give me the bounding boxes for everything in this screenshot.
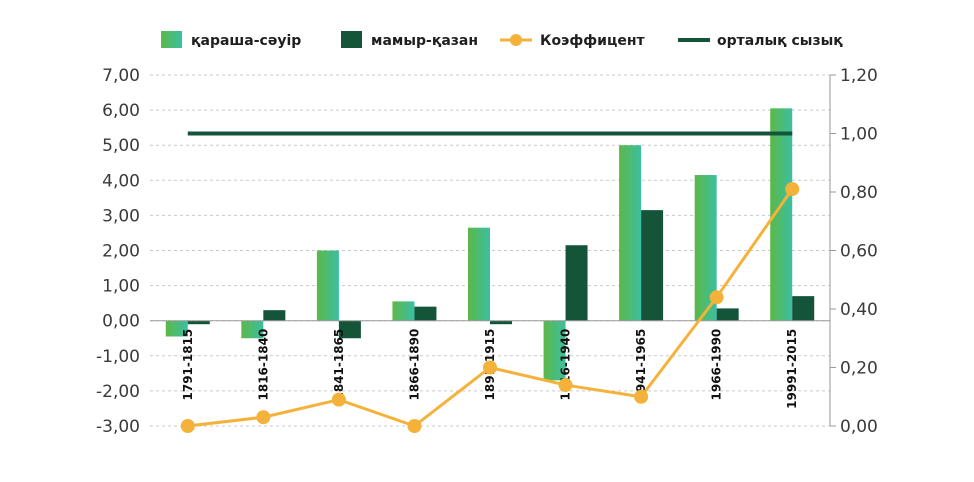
category-label: 1791-1815 [181,329,195,401]
plot-area: 1,20 1,00 0,80 0,60 0,40 0,20 0,00 7,00 6,00 5,00… [96,66,878,437]
left-axis-tick-label: 6,00 [102,101,140,121]
marker-series-3 [331,392,346,407]
legend-item-series-2: мамыр-қазан [341,31,478,49]
marker-series-3 [180,419,195,433]
legend-item-series-1: қараша-сәуір [161,31,301,49]
bar-series-1 [468,227,490,321]
right-axis-tick-label: 0,80 [840,183,878,203]
bar-series-2 [490,320,512,325]
left-axis-tick-label: -2,00 [96,382,140,402]
bar-series-1 [694,175,717,321]
marker-series-3 [407,419,422,433]
bar-series-2 [338,320,361,339]
bar-series-2 [792,296,815,321]
right-axis-tick-label: 1,00 [840,125,878,145]
left-axis-tick-label: 4,00 [102,171,140,191]
left-axis-tick-label: -3,00 [96,417,140,437]
legend-swatch-series-1 [161,31,182,48]
category-label: 1941-1965 [634,329,648,401]
bar-series-2 [414,306,437,321]
right-axis-tick-label: 0,60 [840,242,878,262]
marker-series-3 [709,290,724,305]
legend-label-series-3: Коэффицент [540,33,645,49]
bar-series-1 [165,320,188,337]
left-axis-tick-label: 2,00 [102,242,140,262]
legend-label-series-2: мамыр-қазан [371,33,478,49]
bar-series-1 [543,320,566,381]
left-axis-tick-label: 7,00 [102,66,140,86]
legend-item-series-3: Коэффицент [500,33,645,49]
bar-series-2 [641,210,664,321]
left-axis-tick-label: 0,00 [102,312,140,332]
left-axis-tick-label: 5,00 [102,136,140,156]
bar-series-1 [619,145,642,321]
bar-series-1 [392,301,415,321]
right-axis-tick-label: 0,40 [840,300,878,320]
left-axis-tick-label: 1,00 [102,277,140,297]
left-axis-tick-label: 3,00 [102,206,140,226]
category-label: 1866-1890 [407,329,421,401]
legend-label-series-1: қараша-сәуір [191,33,301,49]
bar-series-2 [716,308,739,321]
bar-series-2 [263,310,286,321]
legend-label-series-4: орталық сызық [717,33,843,49]
right-axis-tick-label: 1,20 [840,66,878,86]
marker-series-3 [634,389,649,404]
legend-swatch-marker-series-3 [510,34,522,46]
right-axis-tick-label: 0,00 [840,417,878,437]
marker-series-3 [785,182,800,197]
bar-series-1 [241,320,264,339]
category-label: 1841-1865 [332,329,346,401]
category-label: 1816-1840 [256,329,270,401]
category-label: 19991-2015 [785,329,799,409]
right-axis-tick-label: 0,20 [840,359,878,379]
legend-item-series-4: орталық сызық [678,33,843,49]
bar-series-2 [187,320,210,325]
bar-series-2 [565,245,588,321]
bar-series-1 [316,250,339,321]
bar-series-1 [770,108,793,321]
legend-swatch-series-2 [341,31,362,48]
left-axis-tick-label: -1,00 [96,347,140,367]
marker-series-3 [256,410,271,425]
marker-series-3 [483,360,497,375]
legend: қараша-сәуір мамыр-қазан Коэффицент орта… [161,31,843,49]
category-label: 1966-1990 [710,329,724,401]
marker-series-3 [558,378,573,393]
